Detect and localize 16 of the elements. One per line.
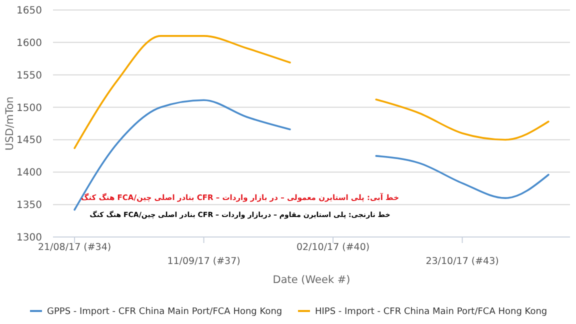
x-tick-label: 02/10/17 (#40) [296,242,370,253]
y-tick-label: 1500 [16,102,42,114]
y-axis-title: USD/mTon [4,96,16,150]
legend-label: GPPS - Import - CFR China Main Port/FCA Hong Kong [47,307,282,318]
y-tick-label: 1350 [16,200,42,212]
y-tick-label: 1400 [16,168,42,179]
y-tick-label: 1600 [16,38,42,49]
x-tick-label: 11/09/17 (#37) [167,256,240,267]
y-tick-label: 1450 [16,135,42,146]
y-tick-label: 1300 [16,232,42,244]
x-tick-label: 21/08/17 (#34) [38,242,112,253]
y-tick-label: 1650 [16,6,42,16]
x-tick-label: 23/10/17 (#43) [426,256,499,267]
y-tick-label: 1550 [16,70,42,82]
legend-label: HIPS - Import - CFR China Main Port/FCA Hong Kong [315,307,548,318]
x-axis-title: Date (Week #) [272,274,350,286]
